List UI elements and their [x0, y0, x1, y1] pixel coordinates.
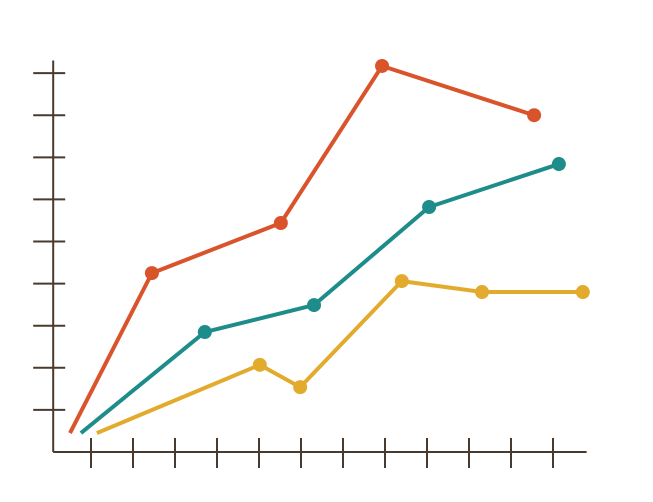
- point: [252, 357, 267, 372]
- series-line: [96, 278, 583, 435]
- point: [197, 325, 212, 340]
- point: [307, 298, 322, 313]
- point: [394, 274, 409, 289]
- point: [144, 266, 159, 281]
- point: [475, 285, 490, 300]
- point: [273, 215, 288, 230]
- series-line: [68, 63, 535, 434]
- point: [375, 58, 390, 73]
- point: [575, 285, 590, 300]
- point: [551, 157, 566, 172]
- point: [527, 108, 542, 123]
- point: [422, 199, 437, 214]
- point: [293, 380, 308, 395]
- series-line: [79, 162, 560, 435]
